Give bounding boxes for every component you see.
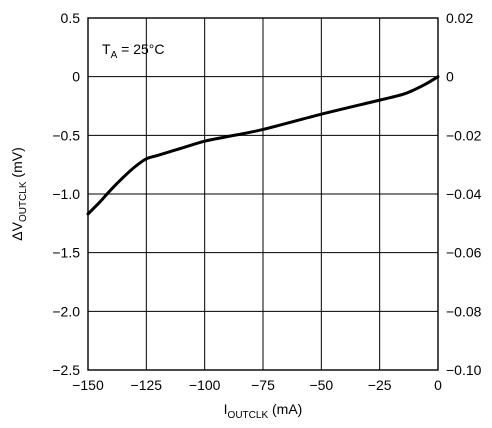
y-right-tick-label-0: 0.02 xyxy=(446,10,473,26)
y-left-tick-label-4: −1.5 xyxy=(52,245,80,261)
temperature-annotation: TA = 25°C xyxy=(102,41,164,61)
series-line xyxy=(86,75,440,216)
y-right-tick-label-6: −0.10 xyxy=(446,362,482,378)
y-left-tick-label-0: 0.5 xyxy=(61,10,81,26)
x-tick-label-3: −75 xyxy=(251,377,275,393)
y-right-tick-label-1: 0 xyxy=(446,69,454,85)
y-right-tick-label-2: −0.02 xyxy=(446,127,482,143)
y-axis-label: ΔVOUTCLK (mV) xyxy=(9,147,29,240)
plot-frame xyxy=(87,17,439,371)
grid-lines xyxy=(87,17,439,371)
x-tick-label-6: 0 xyxy=(434,377,442,393)
y-left-tick-label-2: −0.5 xyxy=(52,127,80,143)
tick-labels: −150 −125 −100 −75 −50 −25 0 0.5 0 −0.5 −1.0 −1.5 −2… xyxy=(52,10,481,393)
x-tick-label-4: −50 xyxy=(309,377,333,393)
y-left-tick-label-6: −2.5 xyxy=(52,362,80,378)
x-tick-label-0: −150 xyxy=(72,377,104,393)
x-axis-label: IOUTCLK (mA) xyxy=(224,401,303,421)
y-left-tick-label-5: −2.0 xyxy=(52,303,80,319)
y-left-tick-label-3: −1.0 xyxy=(52,186,80,202)
x-tick-label-1: −125 xyxy=(131,377,163,393)
y-right-tick-label-3: −0.04 xyxy=(446,186,482,202)
x-tick-label-5: −25 xyxy=(368,377,392,393)
y-right-tick-label-5: −0.08 xyxy=(446,303,482,319)
x-tick-label-2: −100 xyxy=(189,377,221,393)
y-left-tick-label-1: 0 xyxy=(72,69,80,85)
y-right-tick-label-4: −0.06 xyxy=(446,245,482,261)
